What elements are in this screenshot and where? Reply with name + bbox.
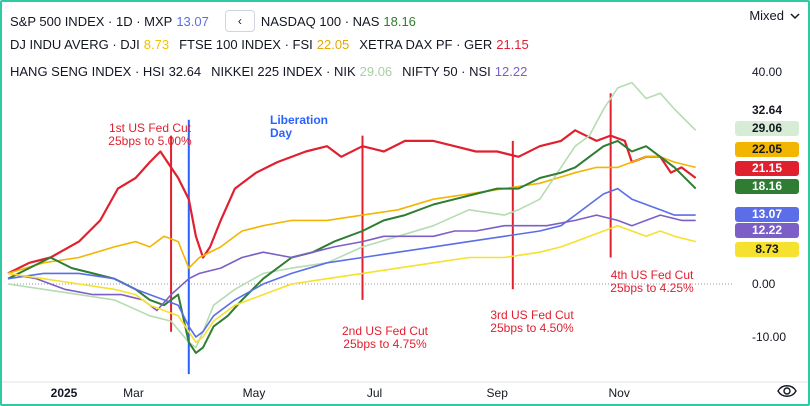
legend-name: NASDAQ 100 · NAS [260, 13, 380, 29]
legend-value: 21.15 [496, 37, 529, 52]
y-tick-label: 0.00 [752, 277, 776, 291]
legend-value: 22.05 [316, 37, 350, 52]
price-badge: 13.07 [735, 207, 799, 222]
legend-item-dji[interactable]: DJ INDU AVERG · DJI 8.73 [10, 37, 169, 52]
legend-item-hsi[interactable]: HANG SENG INDEX · HSI 32.64 [10, 64, 201, 79]
series-line[interactable] [7, 214, 696, 312]
x-tick-label: Mar [123, 386, 144, 400]
series-line[interactable] [7, 156, 696, 275]
legend-row-2: DJ INDU AVERG · DJI 8.73 FTSE 100 INDEX ·… [10, 37, 539, 52]
price-badge: 22.05 [735, 142, 799, 157]
legend-item-nifty[interactable]: NIFTY 50 · NSI 12.22 [402, 64, 527, 79]
legend-name: DJ INDU AVERG · DJI [10, 37, 140, 52]
event-annotation: Liberation [270, 113, 328, 127]
scale-mode-dropdown[interactable]: Mixed [749, 8, 800, 23]
price-badge: 32.64 [735, 103, 799, 118]
event-annotation: 4th US Fed Cut [611, 268, 694, 282]
event-annotation: 25bps to 4.50% [490, 321, 574, 335]
legend-value: 13.07 [176, 13, 209, 29]
y-tick-label: -10.00 [752, 330, 786, 344]
x-tick-label: 2025 [51, 386, 78, 400]
back-button[interactable]: ‹ [224, 10, 255, 32]
legend-name: S&P 500 INDEX · 1D · MXP [10, 13, 173, 29]
legend-item-nikkei[interactable]: NIKKEI 225 INDEX · NIK 29.06 [211, 64, 392, 79]
legend-value: 12.22 [494, 64, 528, 79]
event-annotation: 25bps to 5.00% [108, 134, 192, 148]
x-tick-label: Sep [487, 386, 509, 400]
legend-item-ftse[interactable]: FTSE 100 INDEX · FSI 22.05 [179, 37, 349, 52]
y-tick-label: 40.00 [752, 65, 782, 79]
price-badge: 12.22 [735, 223, 799, 238]
price-badge: 29.06 [735, 121, 799, 136]
legend-name: XETRA DAX PF · GER [359, 37, 493, 52]
scale-mode-label: Mixed [749, 8, 784, 23]
legend-row-3: HANG SENG INDEX · HSI 32.64 NIKKEI 225 IN… [10, 64, 537, 79]
legend-name: HANG SENG INDEX · HSI [10, 64, 165, 79]
event-annotation: 1st US Fed Cut [109, 121, 192, 135]
eye-icon[interactable] [776, 382, 798, 400]
event-annotation: 25bps to 4.75% [343, 337, 427, 351]
legend-value: 8.73 [143, 37, 170, 52]
series-line[interactable] [7, 224, 696, 344]
legend-name: FTSE 100 INDEX · FSI [179, 37, 313, 52]
event-annotation: 25bps to 4.25% [610, 281, 694, 295]
chevron-down-icon [790, 12, 800, 19]
event-annotation: Day [270, 126, 292, 140]
event-annotation: 2nd US Fed Cut [342, 324, 429, 338]
price-badge: 8.73 [735, 242, 799, 257]
price-badge: 21.15 [735, 161, 799, 176]
x-tick-label: May [243, 386, 266, 400]
legend-row-1: S&P 500 INDEX · 1D · MXP 13.07 ‹ NASDAQ 1… [10, 10, 426, 32]
series-line[interactable] [7, 139, 697, 354]
legend-item-nasdaq[interactable]: NASDAQ 100 · NAS 18.16 [261, 14, 416, 29]
x-tick-label: Nov [608, 386, 629, 400]
legend-item-dax[interactable]: XETRA DAX PF · GER 21.15 [359, 37, 528, 52]
chevron-left-icon: ‹ [237, 14, 242, 28]
event-annotation: 3rd US Fed Cut [490, 308, 574, 322]
series-line[interactable] [7, 187, 696, 338]
legend-value: 18.16 [383, 13, 416, 29]
legend-name: NIFTY 50 · NSI [402, 64, 491, 79]
x-tick-label: Jul [367, 386, 382, 400]
legend-name: NIKKEI 225 INDEX · NIK [211, 64, 356, 79]
legend-value: 32.64 [168, 64, 202, 79]
series-line[interactable] [7, 129, 697, 275]
price-badge: 18.16 [735, 179, 799, 194]
legend-item-sp500[interactable]: S&P 500 INDEX · 1D · MXP 13.07 [10, 14, 209, 29]
legend-value: 29.06 [359, 64, 393, 79]
